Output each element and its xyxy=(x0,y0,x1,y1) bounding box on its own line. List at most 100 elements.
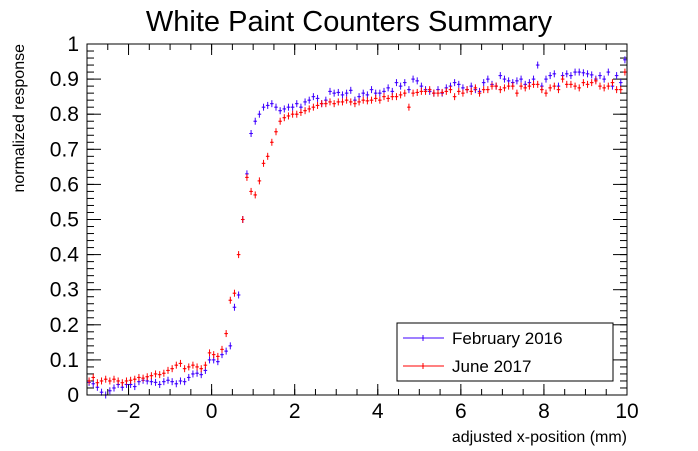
data-point xyxy=(319,100,324,108)
data-point xyxy=(369,96,374,104)
data-point xyxy=(552,82,557,90)
data-point xyxy=(531,80,536,88)
data-point xyxy=(452,79,457,87)
data-point xyxy=(112,384,116,392)
data-point xyxy=(195,363,199,371)
data-point xyxy=(191,370,195,378)
data-point xyxy=(386,84,390,92)
data-point xyxy=(373,94,378,102)
data-point xyxy=(216,352,220,360)
data-point xyxy=(211,351,216,359)
data-point xyxy=(265,101,270,109)
data-point xyxy=(415,88,420,96)
data-point xyxy=(186,373,191,381)
data-point xyxy=(303,107,307,115)
data-point xyxy=(494,82,498,90)
y-tick-label: 0.8 xyxy=(50,103,79,126)
x-tick-label: 0 xyxy=(206,400,218,423)
data-point xyxy=(253,191,258,199)
data-point xyxy=(606,68,611,76)
data-point xyxy=(527,82,532,90)
data-point xyxy=(623,56,627,64)
data-point xyxy=(402,89,407,97)
data-point xyxy=(465,86,469,94)
data-point xyxy=(207,356,212,364)
data-point xyxy=(602,75,606,83)
data-point xyxy=(282,114,287,122)
data-point xyxy=(382,93,386,101)
y-tick-label: 0 xyxy=(67,384,79,407)
data-point xyxy=(473,84,478,92)
data-point xyxy=(469,87,474,95)
data-point xyxy=(606,82,611,90)
data-point xyxy=(398,91,403,99)
y-tick-label: 0.2 xyxy=(50,314,79,337)
data-point xyxy=(602,84,606,92)
data-point xyxy=(170,378,174,386)
legend-item: June 2017 xyxy=(403,357,531,376)
data-point xyxy=(303,98,307,106)
data-point xyxy=(618,79,623,87)
data-point xyxy=(436,89,440,97)
data-point xyxy=(137,373,141,381)
data-point xyxy=(224,330,228,338)
data-point xyxy=(515,89,519,97)
data-point xyxy=(261,103,266,111)
data-point xyxy=(332,100,336,108)
data-point xyxy=(623,68,627,76)
legend-box xyxy=(396,322,614,382)
y-tick-label: 0.3 xyxy=(50,279,79,302)
data-point xyxy=(224,347,228,355)
data-point xyxy=(249,187,253,195)
data-point xyxy=(573,82,577,90)
data-point xyxy=(274,103,278,111)
data-point xyxy=(498,72,503,80)
data-point xyxy=(207,349,212,357)
legend: February 2016 June 2017 xyxy=(396,322,614,382)
data-point xyxy=(456,80,461,88)
data-point xyxy=(610,79,615,87)
data-point xyxy=(569,72,573,80)
data-point xyxy=(132,375,137,383)
y-tick-label: 0.9 xyxy=(50,68,79,91)
data-point xyxy=(315,94,320,102)
data-point xyxy=(174,361,179,369)
data-point xyxy=(535,61,540,69)
data-point xyxy=(245,173,249,181)
data-point xyxy=(361,89,366,97)
data-point xyxy=(585,80,590,88)
data-point xyxy=(502,84,507,92)
data-point xyxy=(141,374,145,382)
data-point xyxy=(257,177,262,185)
y-tick-label: 0.5 xyxy=(50,209,79,232)
plot-frame xyxy=(86,43,628,396)
data-series xyxy=(87,56,627,399)
data-point xyxy=(585,70,590,78)
data-point xyxy=(108,387,112,395)
data-point xyxy=(108,377,112,385)
data-point xyxy=(128,376,133,384)
data-point xyxy=(544,75,548,83)
y-tick-label: 0.4 xyxy=(50,244,80,267)
data-point xyxy=(274,128,278,136)
data-point xyxy=(394,93,399,101)
data-point xyxy=(166,366,170,374)
data-point xyxy=(340,98,345,106)
data-point xyxy=(236,291,241,299)
data-point xyxy=(498,86,503,94)
data-point xyxy=(174,380,179,388)
data-point xyxy=(353,100,357,108)
data-point xyxy=(290,110,295,118)
data-point xyxy=(182,365,187,373)
data-point xyxy=(294,110,299,118)
data-point xyxy=(415,77,420,85)
data-point xyxy=(560,75,565,83)
data-point xyxy=(311,93,316,101)
data-point xyxy=(311,103,316,111)
data-point xyxy=(589,71,594,79)
data-point xyxy=(87,377,91,385)
data-point xyxy=(149,372,154,380)
y-tick-label: 1 xyxy=(67,33,79,56)
data-point xyxy=(402,79,407,87)
data-point xyxy=(519,82,523,90)
